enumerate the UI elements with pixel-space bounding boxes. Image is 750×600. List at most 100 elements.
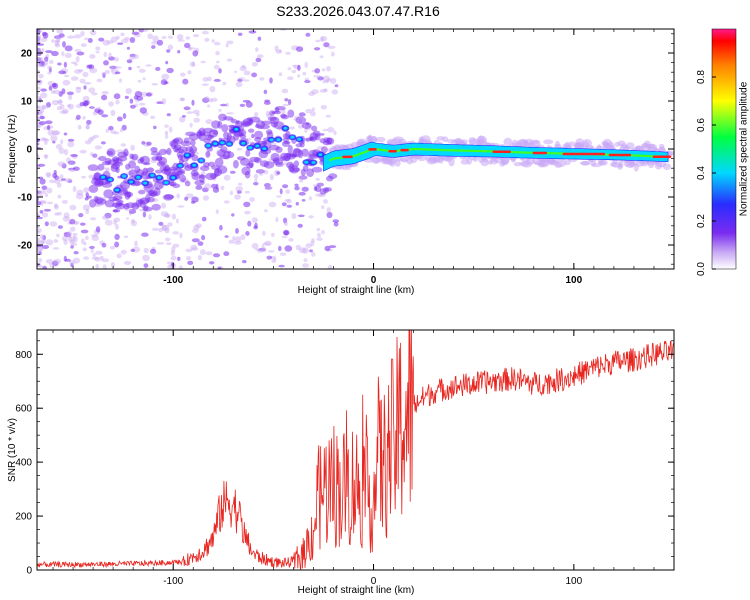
spectrogram-noise-blob [200,60,206,64]
spectrogram-noise-blob [236,147,243,151]
spectrogram-noise-blob [48,67,52,73]
spectrogram-noise-blob [105,128,110,133]
spectrogram-ridge-halo [293,160,300,167]
spectrogram-noise-blob [71,242,78,247]
spectrogram-noise-blob [129,37,136,43]
spectrogram-ridge-halo [249,116,261,123]
spectrogram-noise-blob [265,110,270,117]
spectrogram-ridge-halo [568,141,576,147]
spectrogram-noise-blob [134,54,139,59]
spectrogram-noise-blob [167,44,174,51]
spectrogram-ridge-halo [254,157,262,163]
spectrogram-ridge-halo [180,140,192,147]
spectrogram-noise-blob [110,262,115,268]
spectrogram-noise-blob [123,235,129,239]
spectrogram-noise-blob [37,29,41,35]
spectrogram-ridge-halo [191,154,199,162]
spectrogram-noise-blob [37,86,41,90]
spectrogram-noise-blob [213,64,220,70]
spectrogram-noise-blob [70,245,74,249]
spectrogram-noise-blob [37,34,42,39]
spectrogram-noise-blob [197,254,203,261]
spectrogram-noise-blob [323,199,328,204]
spectrogram-noise-blob [81,175,87,179]
spectrogram-noise-blob [161,73,170,81]
spectrogram-ridge-halo [189,145,198,154]
spectrogram-noise-blob [297,223,303,228]
spectrogram-noise-blob [186,256,191,261]
spectrogram-ridge-core [164,181,169,185]
spectrogram-noise-blob [68,94,73,101]
spectrogram-noise-blob [297,214,305,218]
spectrogram-noise-blob [42,265,47,269]
snr-panel: -100 0 100 0 200 400 600 800 Height of straight… [7,329,675,596]
spectrogram-noise-blob [313,75,321,78]
spectrogram-ridge-halo [166,147,172,156]
spectrogram-noise-blob [84,37,89,41]
spectrogram-noise-blob [327,45,336,50]
spectrogram-ridge-core [220,141,225,145]
spectrogram-noise-blob [136,96,144,101]
spectrogram-noise-blob [124,36,130,41]
spectrogram-noise-blob [278,49,282,53]
spectrogram-noise-blob [66,91,74,96]
spectrogram-noise-blob [37,201,42,206]
spectrogram-noise-blob [96,78,103,83]
spectrogram-noise-blob [205,119,213,125]
spectrogram-noise-blob [167,222,173,227]
y-tick-label: 800 [15,350,32,361]
spectrogram-image [37,29,674,269]
spectrogram-ridge-halo [117,155,128,162]
y-tick-label: 20 [21,49,33,60]
spectrogram-noise-blob [53,130,61,136]
spectrogram-noise-blob [154,169,163,174]
spectrogram-noise-blob [249,197,255,202]
spectrogram-noise-blob [218,108,222,112]
spectrogram-noise-blob [72,185,77,193]
spectrogram-noise-blob [125,88,132,95]
spectrogram-noise-blob [149,248,157,254]
y-tick-label: 10 [21,97,33,108]
spectrogram-noise-blob [89,245,95,249]
spectrogram-noise-blob [207,104,211,108]
spectrogram-noise-blob [320,36,325,43]
spectrogram-noise-blob [130,104,136,109]
spectrogram-noise-blob [85,192,89,198]
spectrogram-noise-blob [326,66,331,72]
spectrogram-noise-blob [55,176,62,179]
colorbar-ticks: 0.0 0.2 0.4 0.6 0.8 [696,70,716,276]
spectrogram-noise-blob [319,133,325,136]
spectrogram-noise-blob [239,103,246,107]
spectrogram-noise-blob [41,185,48,191]
spectrogram-noise-blob [274,45,279,52]
spectrogram-noise-blob [37,47,41,51]
spectrogram-noise-blob [309,249,313,253]
spectrogram-ridge-halo [227,151,235,159]
spectrogram-noise-blob [151,41,159,45]
spectrogram-noise-blob [50,135,58,142]
colorbar-tick-label: 0.6 [696,118,707,132]
spectrogram-ridge-halo [555,160,567,167]
spectrogram-noise-blob [225,43,229,48]
spectrogram-noise-blob [332,219,340,223]
spectrogram-noise-blob [156,101,164,105]
spectrogram-noise-blob [326,211,333,219]
spectrogram-noise-blob [218,68,222,74]
spectrogram-noise-blob [314,47,321,51]
spectrogram-noise-blob [68,103,74,110]
spectrogram-ridge-halo [188,133,199,141]
spectrogram-noise-blob [305,243,312,249]
spectrogram-noise-blob [59,110,68,115]
spectrogram-ridge-halo [190,139,196,147]
spectrogram-noise-blob [294,186,300,191]
spectrogram-noise-blob [62,41,66,48]
spectrogram-noise-blob [151,83,159,86]
spectrogram-noise-blob [315,177,320,181]
spectrogram-noise-blob [58,99,63,106]
spectrogram-noise-blob [319,89,328,93]
spectrogram-noise-blob [129,98,134,104]
spectrogram-noise-blob [237,32,243,36]
colorbar-tick-label: 0.8 [696,70,707,84]
spectrogram-noise-blob [253,173,259,180]
